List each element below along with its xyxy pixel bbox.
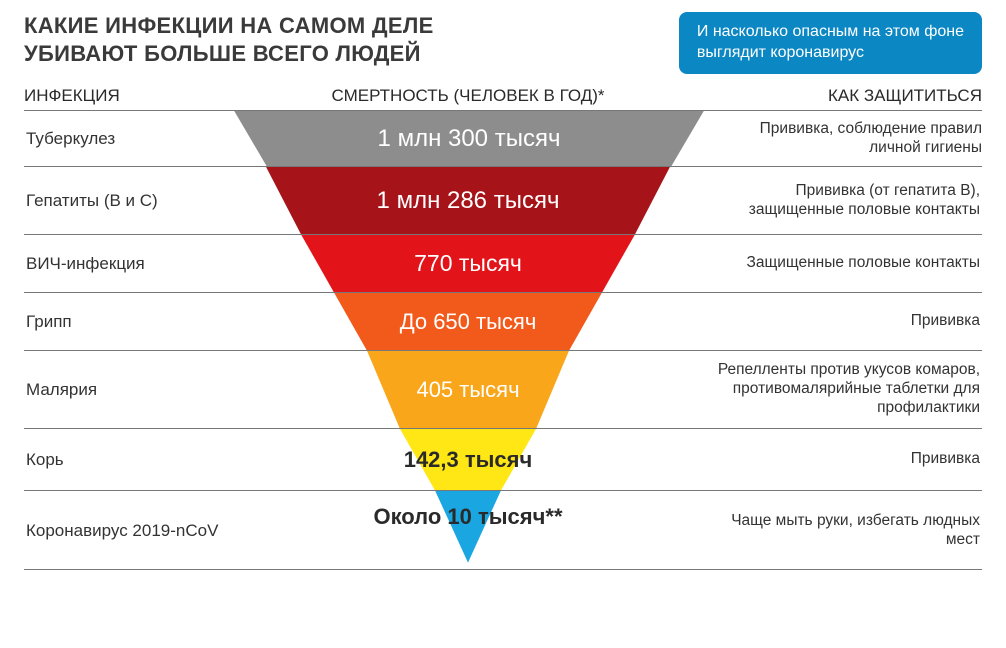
infection-label: Корь [24,443,234,476]
funnel-segment: 1 млн 300 тысяч [234,111,704,167]
protection-text: Защищенные половые контакты [702,248,982,279]
funnel-row: Гепатиты (В и С) 1 млн 286 тысяч Прививка … [24,166,982,234]
funnel-cell: Около 10 тысяч** [234,491,702,571]
infection-label: Грипп [24,305,234,338]
funnel-row: Малярия 405 тысяч Репелленты против укусов… [24,350,982,428]
funnel-row: Грипп До 650 тысяч Прививка [24,292,982,350]
mortality-value: Около 10 тысяч** [373,504,562,530]
funnel-rows: Туберкулез 1 млн 300 тысяч Прививка, соблю… [0,110,1006,570]
protection-text: Прививка [702,444,982,475]
mortality-value: До 650 тысяч [400,309,537,335]
infection-label: Малярия [24,373,234,406]
title-line-2: УБИВАЮТ БОЛЬШЕ ВСЕГО ЛЮДЕЙ [24,41,421,66]
col-mortality: СМЕРТНОСТЬ (ЧЕЛОВЕК В ГОД)* [234,86,702,106]
funnel-cell: 405 тысяч [234,351,702,429]
mortality-value: 142,3 тысяч [404,447,533,473]
protection-text: Прививка [702,306,982,337]
mortality-value: 1 млн 300 тысяч [378,125,561,153]
protection-text: Репелленты против укусов комаров, против… [702,355,982,424]
protection-text: Чаще мыть руки, избегать людных мест [702,506,982,556]
funnel-row: Туберкулез 1 млн 300 тысяч Прививка, соблю… [24,110,982,166]
protection-text: Прививка, соблюдение правил личной гигие… [704,114,984,164]
mortality-value: 405 тысяч [416,377,519,403]
col-infection: ИНФЕКЦИЯ [24,86,234,106]
mortality-value: 1 млн 286 тысяч [377,187,560,215]
funnel-row: ВИЧ-инфекция 770 тысяч Защищенные половые … [24,234,982,292]
infection-label: ВИЧ-инфекция [24,247,234,280]
funnel-segment: До 650 тысяч [334,293,602,351]
funnel-segment [435,491,501,571]
callout-line-2: выглядит коронавирус [697,44,864,61]
col-protection: КАК ЗАЩИТИТЬСЯ [702,86,982,106]
column-headers: ИНФЕКЦИЯ СМЕРТНОСТЬ (ЧЕЛОВЕК В ГОД)* КАК… [0,80,1006,110]
funnel-cell: 1 млн 300 тысяч [234,111,704,167]
infection-label: Туберкулез [24,122,234,155]
funnel-cell: До 650 тысяч [234,293,702,351]
infection-label: Гепатиты (В и С) [24,184,234,217]
funnel-segment: 770 тысяч [301,235,635,293]
protection-text: Прививка (от гепатита B), защищенные пол… [702,176,982,226]
mortality-value: 770 тысяч [414,250,522,277]
subtitle-callout: И насколько опасным на этом фоне выгляди… [679,12,982,74]
funnel-cell: 770 тысяч [234,235,702,293]
funnel-cell: 142,3 тысяч [234,429,702,491]
funnel-row: Корь 142,3 тысяч Прививка [24,428,982,490]
funnel-segment: 405 тысяч [367,351,569,429]
title-line-1: КАКИЕ ИНФЕКЦИИ НА САМОМ ДЕЛЕ [24,13,434,38]
callout-line-1: И насколько опасным на этом фоне [697,23,964,40]
funnel-cell: 1 млн 286 тысяч [234,167,702,235]
infection-label: Коронавирус 2019-nCoV [24,514,234,547]
main-title: КАКИЕ ИНФЕКЦИИ НА САМОМ ДЕЛЕ УБИВАЮТ БОЛ… [24,12,434,67]
funnel-segment: 1 млн 286 тысяч [266,167,670,235]
funnel-row: Коронавирус 2019-nCoV Около 10 тысяч** Чащ… [24,490,982,570]
